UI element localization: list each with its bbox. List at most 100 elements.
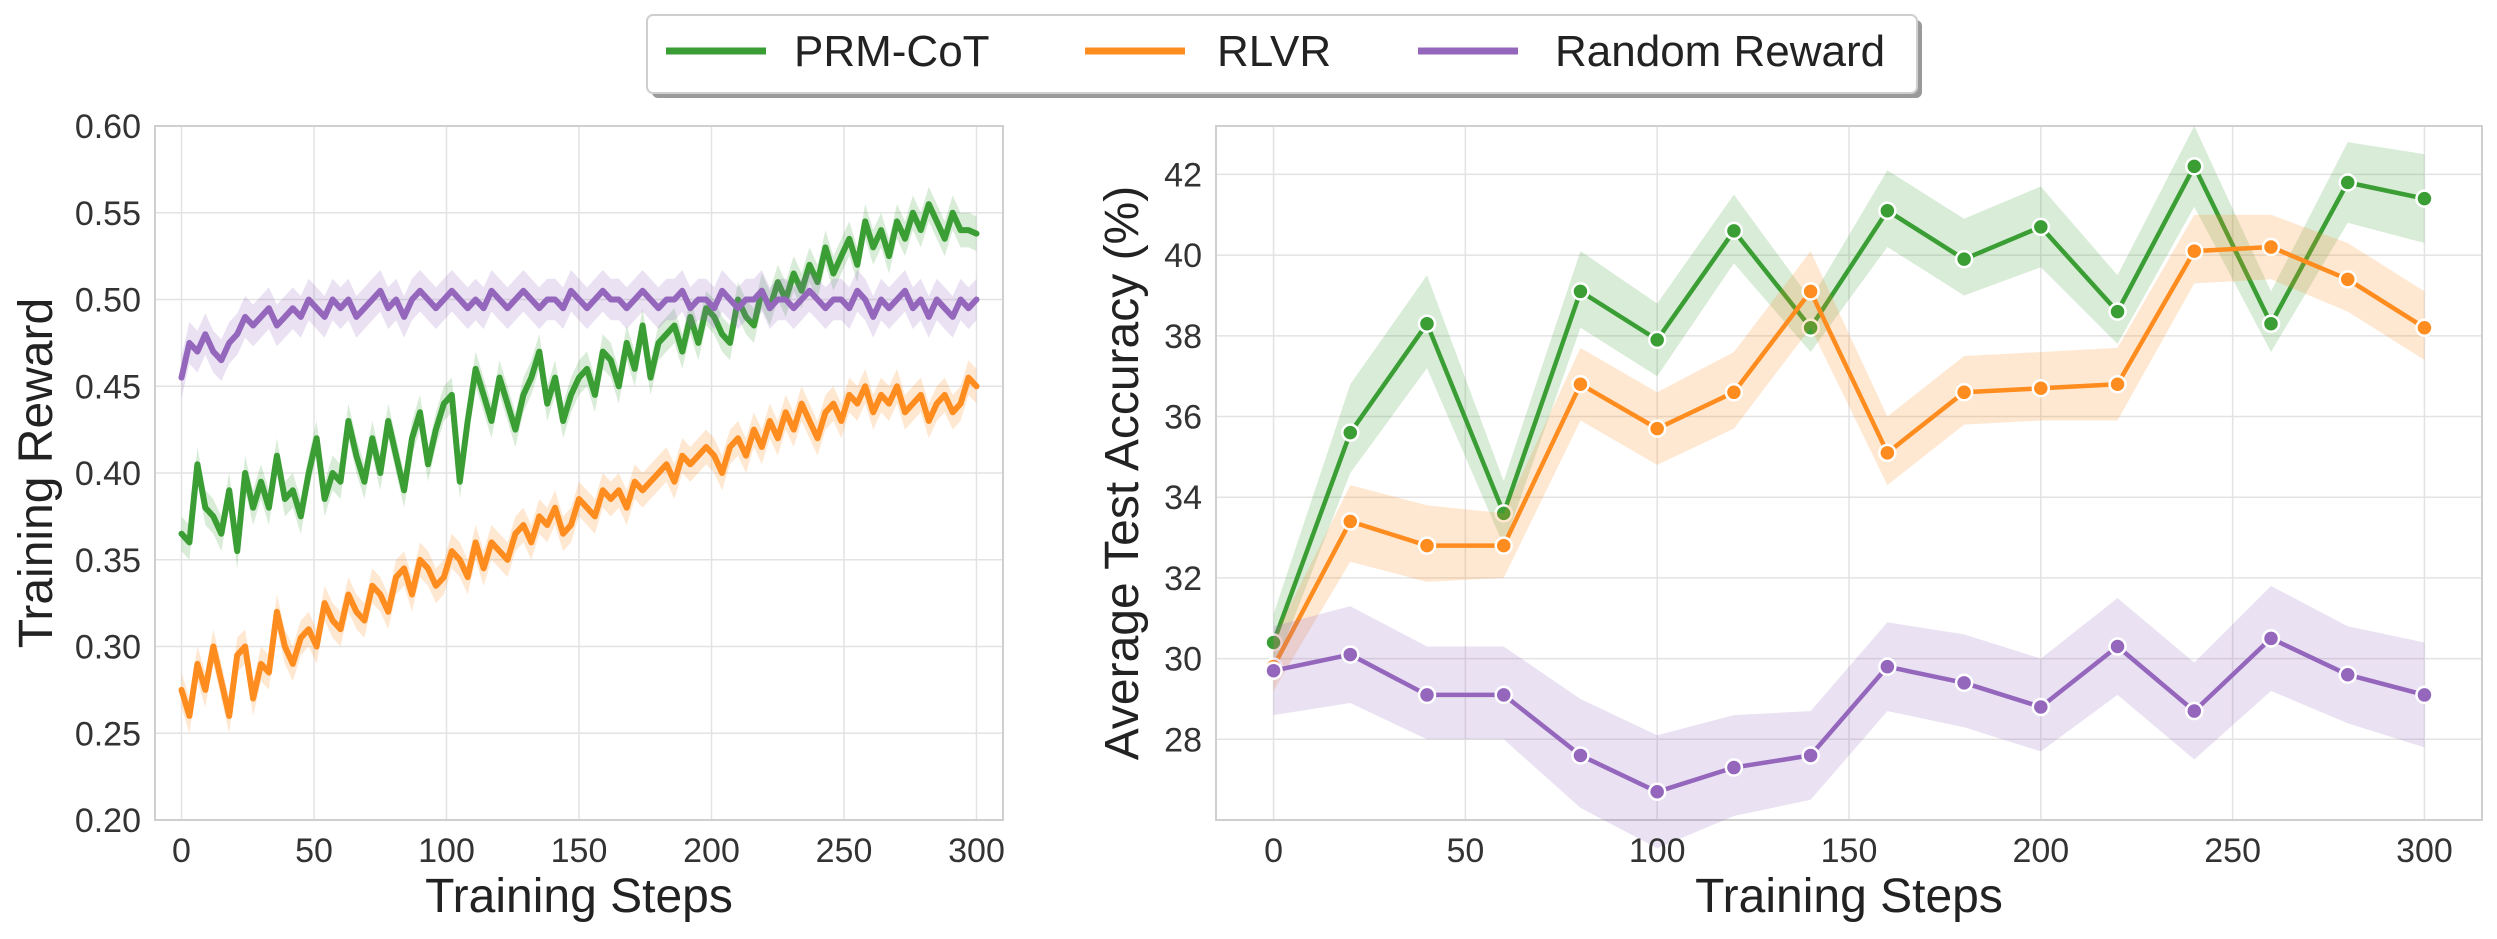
y-tick-label: 0.30 (75, 629, 141, 667)
prm-cot-data-point (2415, 189, 2434, 208)
y-tick-label: 0.35 (75, 542, 141, 580)
legend-box (646, 14, 1918, 94)
legend-item-prm-cot: PRM-CoT (666, 27, 990, 76)
prm-cot-confidence-band (1273, 126, 2425, 671)
rlvr-data-point (1878, 443, 1897, 463)
rlvr-series-line (178, 374, 980, 719)
rlvr-data-point (2185, 241, 2204, 261)
rlvr-data-point (1724, 383, 1744, 402)
random-reward-data-point (1417, 685, 1437, 705)
x-tick-label: 300 (2396, 832, 2453, 870)
rlvr-data-point (1571, 374, 1590, 394)
prm-cot-data-point (1954, 249, 1974, 269)
prm-cot-data-point (1494, 504, 1513, 523)
x-tick-label: 0 (172, 832, 191, 870)
right-series-layer (1264, 126, 2434, 849)
random-reward-data-point (1341, 645, 1360, 664)
random-reward-data-point (1647, 782, 1667, 802)
prm-cot-data-point (1264, 633, 1283, 652)
left-tick-labels: 0 50 100 150 200 250 300 0.20 0.25 0.30 0.35 0.40 0.… (75, 108, 1005, 870)
right-y-axis-label: Average Test Accuracy (%) (1096, 186, 1149, 760)
y-tick-label: 32 (1164, 560, 1202, 598)
y-tick-label: 0.20 (75, 802, 141, 840)
prm-cot-data-point (1801, 318, 1820, 337)
y-tick-label: 36 (1164, 399, 1202, 437)
random-reward-data-point (1801, 746, 1820, 765)
average-test-accuracy-chart: 0 50 100 150 200 250 300 28 30 32 34 36 38 40 42 Train… (1096, 125, 2483, 923)
y-tick-label: 28 (1164, 721, 1202, 759)
x-tick-label: 100 (1629, 832, 1686, 870)
training-reward-chart: 0 50 100 150 200 250 300 0.20 0.25 0.30 0.35 0.40 0.… (10, 108, 1005, 923)
x-tick-label: 150 (551, 832, 608, 870)
y-tick-label: 0.60 (75, 108, 141, 146)
random-reward-series-line (178, 287, 980, 381)
rlvr-data-point (2261, 237, 2281, 257)
x-tick-label: 200 (683, 832, 740, 870)
rlvr-data-point (1647, 419, 1667, 438)
y-tick-label: 0.55 (75, 195, 141, 233)
y-tick-label: 42 (1164, 156, 1202, 194)
random-reward-data-point (2031, 697, 2051, 717)
prm-cot-series-line (178, 201, 980, 555)
x-tick-label: 150 (1821, 832, 1878, 870)
random-reward-data-point (1954, 673, 1974, 693)
random-reward-data-point (2261, 629, 2281, 648)
x-tick-label: 250 (2204, 832, 2261, 870)
random-reward-confidence-band (1273, 586, 2425, 849)
random-reward-data-point (2185, 701, 2204, 721)
x-tick-label: 50 (295, 832, 333, 870)
rlvr-data-point (1801, 282, 1820, 301)
prm-cot-data-point (1417, 314, 1437, 333)
prm-cot-data-point (1724, 221, 1744, 241)
legend: PRM-CoT RLVR Random Reward (646, 14, 1922, 98)
rlvr-data-point (2108, 374, 2127, 394)
prm-cot-data-point (2261, 314, 2281, 333)
prm-cot-data-point (1647, 330, 1667, 350)
y-tick-label: 0.50 (75, 282, 141, 320)
random-reward-data-point (1571, 746, 1590, 765)
rlvr-data-point (1494, 536, 1513, 555)
left-x-axis-label: Training Steps (425, 870, 733, 923)
left-plot-frame (154, 125, 1004, 821)
x-tick-label: 300 (948, 832, 1005, 870)
y-tick-label: 40 (1164, 237, 1202, 275)
legend-label-random-reward: Random Reward (1555, 27, 1885, 76)
x-tick-label: 50 (1446, 832, 1484, 870)
prm-cot-data-point (2185, 157, 2204, 176)
rlvr-data-point (2415, 318, 2434, 337)
legend-item-random-reward: Random Reward (1418, 27, 1885, 76)
prm-cot-series-line (1271, 164, 2427, 645)
prm-cot-data-point (1571, 282, 1590, 301)
x-tick-label: 0 (1264, 832, 1283, 870)
legend-label-prm-cot: PRM-CoT (794, 27, 990, 76)
left-y-axis-label: Training Reward (10, 298, 63, 648)
x-tick-label: 200 (2012, 832, 2069, 870)
random-reward-data-point (1494, 685, 1513, 705)
prm-cot-data-point (2338, 173, 2357, 192)
random-reward-data-point (2108, 637, 2127, 656)
right-plot-frame (1215, 125, 2483, 821)
random-reward-data-point (2415, 685, 2434, 705)
prm-cot-data-point (2031, 217, 2051, 237)
rlvr-confidence-band (181, 360, 977, 734)
random-reward-data-point (2338, 665, 2357, 684)
prm-cot-data-point (1878, 201, 1897, 220)
left-series-layer (178, 186, 980, 734)
random-reward-data-point (1724, 758, 1744, 777)
rlvr-confidence-band (1273, 214, 2425, 691)
random-reward-data-point (1264, 661, 1283, 680)
legend-item-rlvr: RLVR (1085, 27, 1331, 76)
rlvr-series-line (1271, 244, 2427, 669)
random-reward-data-point (1878, 657, 1897, 676)
rlvr-data-point (1417, 536, 1437, 555)
x-tick-label: 250 (816, 832, 873, 870)
right-x-axis-label: Training Steps (1695, 870, 2003, 923)
right-tick-labels: 0 50 100 150 200 250 300 28 30 32 34 36 38 40 42 (1164, 156, 2453, 870)
prm-cot-data-point (2108, 302, 2127, 321)
rlvr-data-point (2031, 379, 2051, 398)
rlvr-data-point (1954, 383, 1974, 402)
y-tick-label: 0.25 (75, 715, 141, 753)
prm-cot-data-point (1341, 423, 1360, 442)
legend-label-rlvr: RLVR (1217, 27, 1331, 76)
